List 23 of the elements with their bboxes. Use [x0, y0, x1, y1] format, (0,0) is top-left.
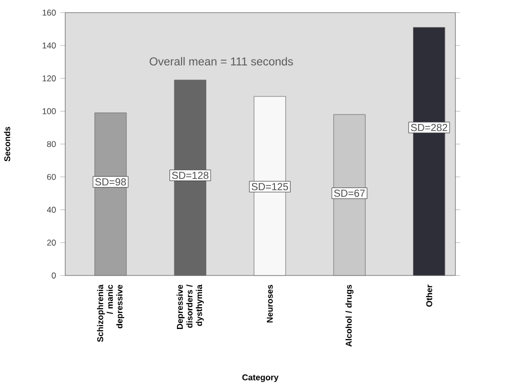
x-tick-label: Schizophrenia / manic depressive [97, 284, 124, 342]
y-tick-label: 40 [46, 206, 56, 213]
annotation: SD=98 [95, 178, 126, 186]
y-tick-label: 20 [47, 240, 56, 246]
y-tick-label: 100 [42, 108, 56, 114]
annotation: SD=282 [410, 124, 448, 132]
y-tick-label: 80 [47, 141, 56, 148]
y-axis-title: Seconds [4, 126, 10, 162]
y-tick-label: 140 [42, 42, 56, 48]
bar [333, 114, 366, 276]
y-tick-label: 0 [52, 272, 56, 278]
annotation: SD=67 [334, 190, 365, 197]
y-tick-label: 160 [42, 10, 56, 16]
annotation: Overall mean = 111 seconds [150, 57, 293, 66]
x-tick-label: Depressive disorders / dysthymia [176, 284, 204, 329]
annotation: SD=125 [252, 183, 288, 190]
x-tick-label: Neuroses [266, 284, 273, 322]
y-tick-label: 120 [42, 75, 56, 82]
x-axis-title: Category [242, 374, 279, 382]
annotation: SD=128 [172, 172, 208, 179]
x-tick-label: Alcohol / drugs [346, 284, 354, 347]
x-tick-label: Other [426, 284, 432, 307]
y-tick-label: 60 [47, 174, 56, 180]
